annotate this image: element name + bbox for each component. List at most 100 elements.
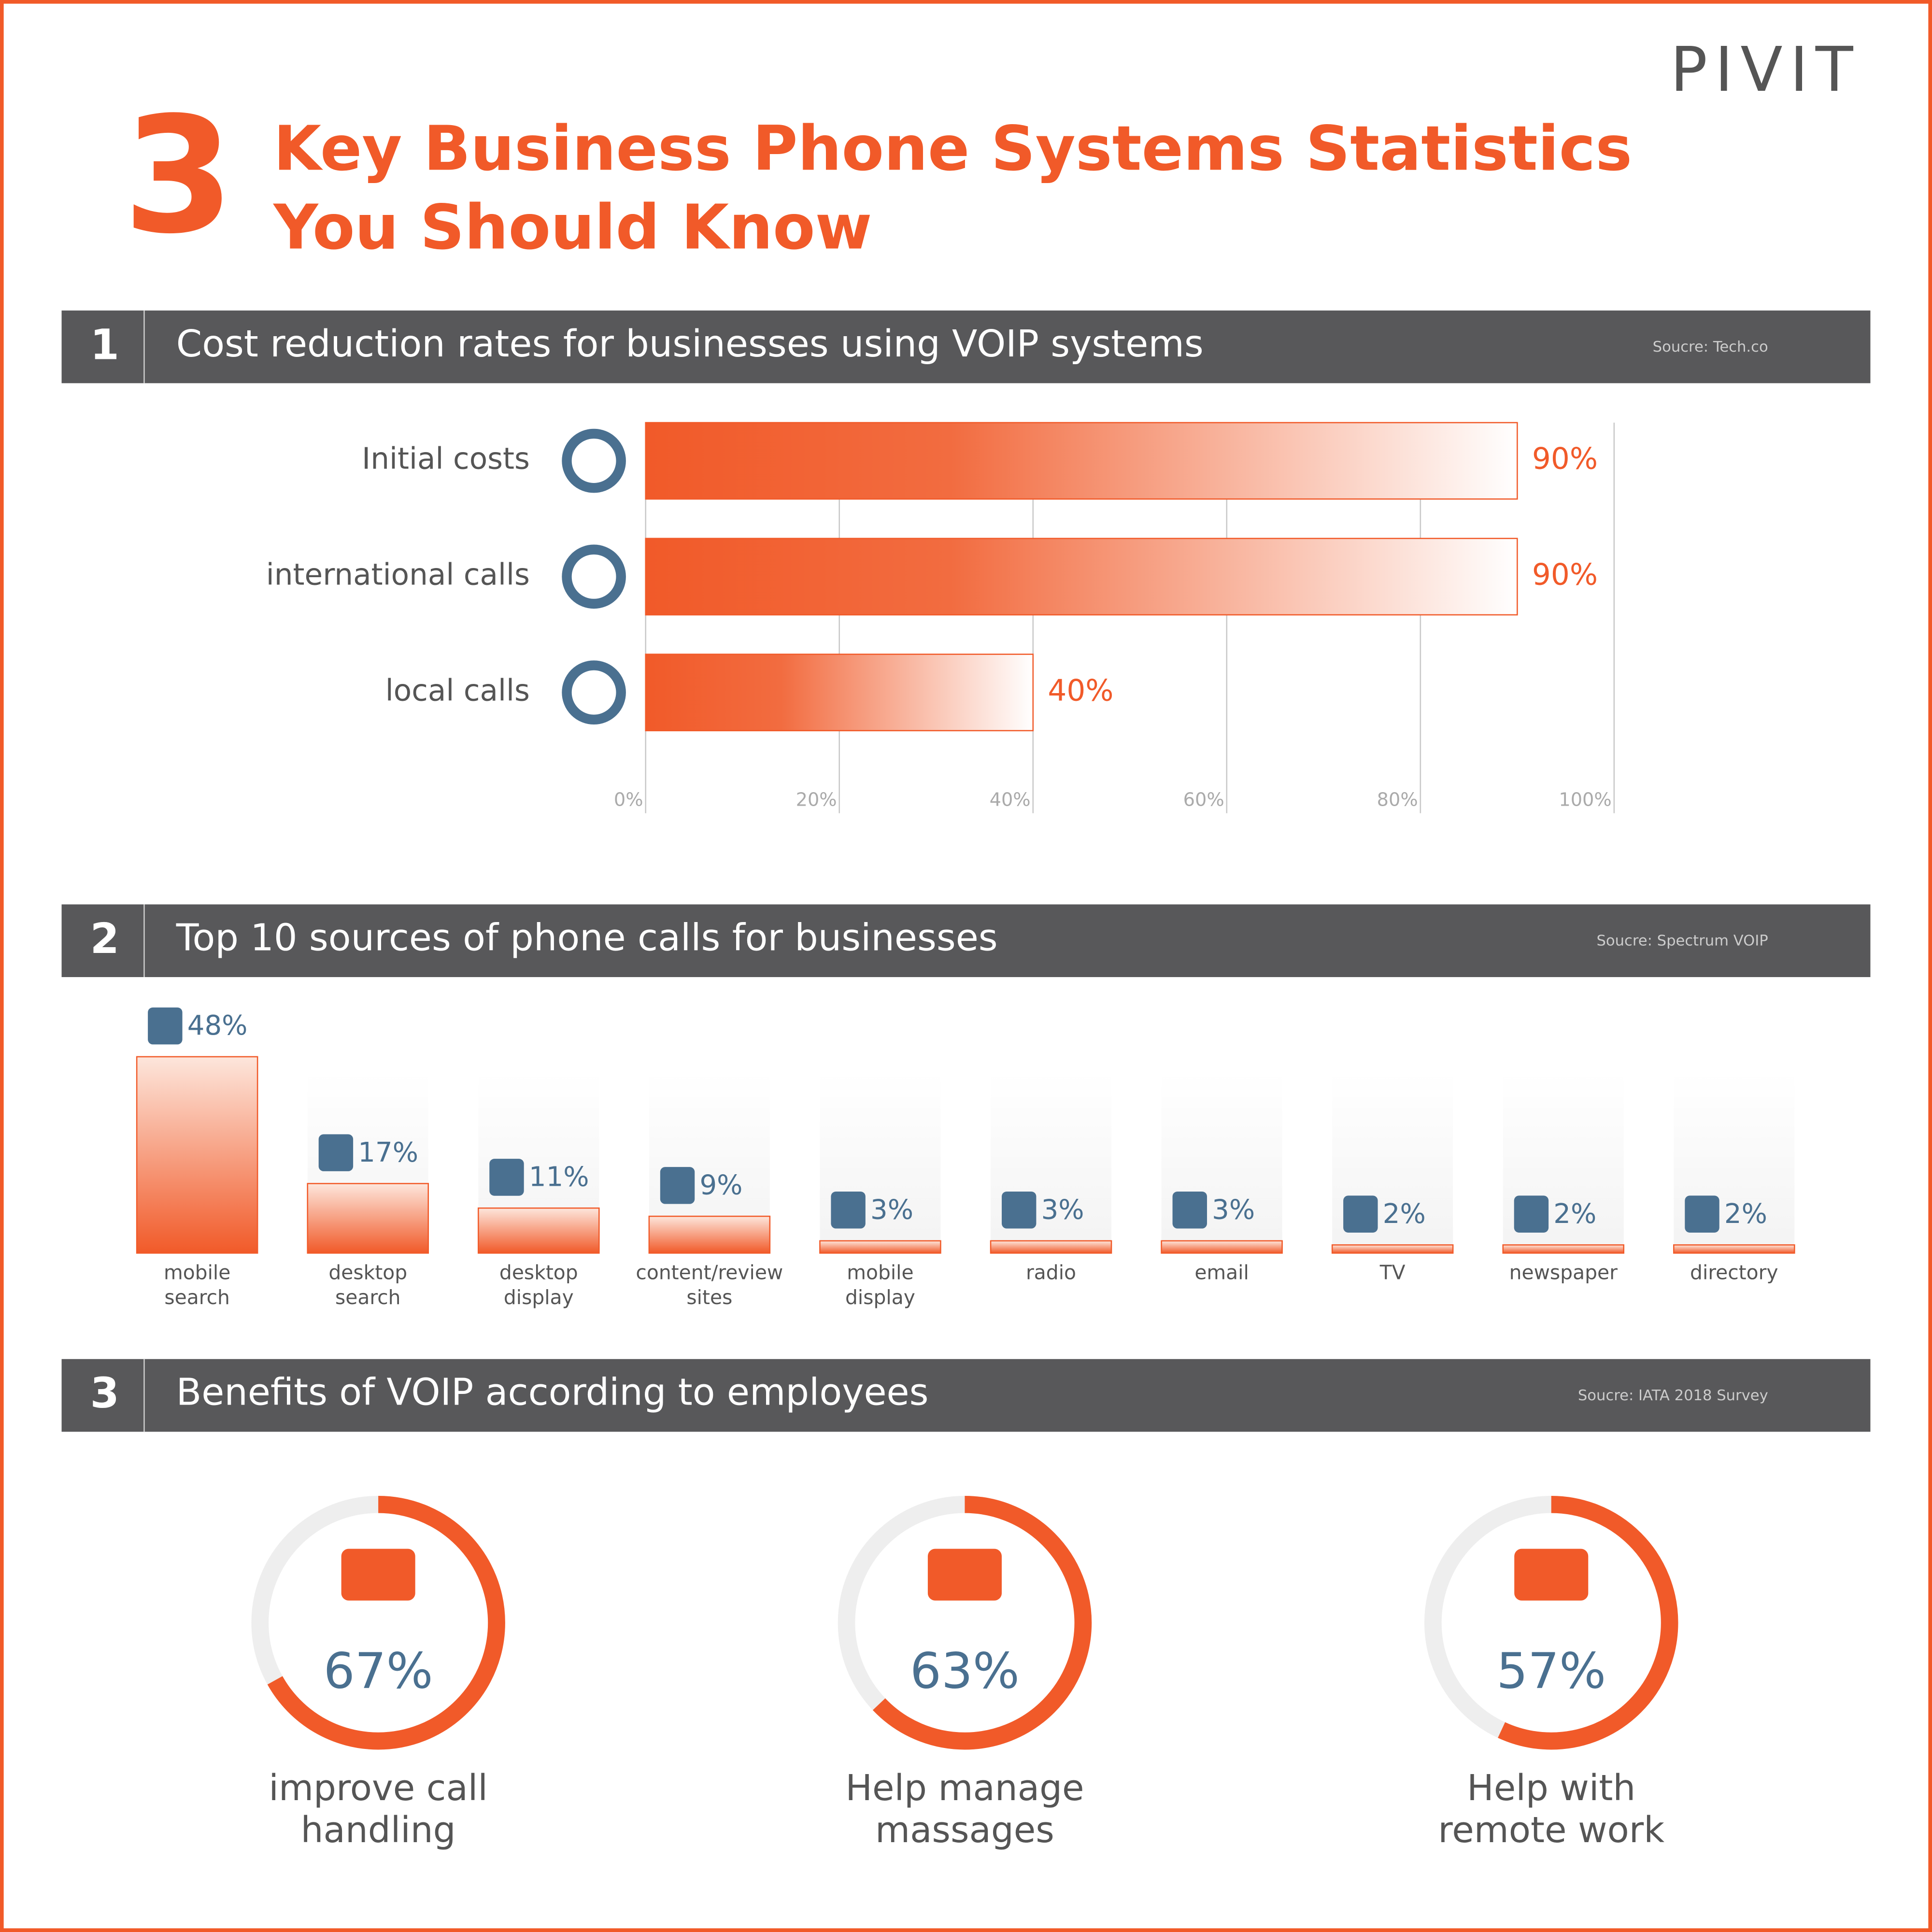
section-title: Top 10 sources of phone calls for busine…	[176, 916, 998, 959]
x-tick-label: 60%	[1183, 789, 1224, 811]
value-label: 67%	[324, 1643, 433, 1700]
donut-arc	[838, 1495, 1092, 1750]
category-line: display	[845, 1286, 915, 1309]
value-label: 2%	[1383, 1198, 1426, 1230]
logo: PIVIT	[1670, 34, 1861, 106]
category-line: search	[335, 1286, 401, 1309]
icon	[148, 1007, 183, 1045]
source: Soucre: Tech.co	[1653, 339, 1768, 355]
category-line: email	[1194, 1261, 1249, 1284]
source: Soucre: IATA 2018 Survey	[1578, 1387, 1768, 1404]
icon	[562, 660, 626, 724]
bar	[1331, 1244, 1454, 1254]
category-label: improve call	[269, 1767, 487, 1809]
value-label: 11%	[529, 1162, 589, 1193]
section-title: Benefits of VOIP according to employees	[176, 1371, 929, 1414]
value-label: 9%	[699, 1170, 742, 1201]
bar	[1673, 1244, 1795, 1254]
category-line: radio	[1026, 1261, 1076, 1284]
icon	[562, 428, 626, 493]
value-label: 3%	[1212, 1194, 1255, 1225]
source: Soucre: Spectrum VOIP	[1596, 932, 1768, 949]
category-line: search	[164, 1286, 230, 1309]
category-label: Help with	[1467, 1767, 1635, 1809]
category-label: email	[1194, 1261, 1249, 1284]
category-label: desktop search	[328, 1261, 407, 1309]
value-label: 57%	[1496, 1643, 1606, 1700]
category-line: TV	[1379, 1261, 1406, 1284]
category-label: newspaper	[1509, 1261, 1618, 1284]
category-label: TV	[1379, 1261, 1406, 1284]
category-label: massages	[875, 1809, 1054, 1851]
x-tick-label: 40%	[990, 789, 1031, 811]
bar	[645, 422, 1518, 500]
icon	[1514, 1195, 1549, 1233]
value-label: 48%	[187, 1010, 248, 1041]
x-tick-label: 80%	[1377, 789, 1418, 811]
big-number: 3	[123, 83, 235, 269]
donut-arc	[251, 1495, 505, 1750]
category-line: mobile	[847, 1261, 913, 1284]
section-number: 3	[90, 1369, 119, 1418]
icon	[660, 1167, 695, 1204]
title: Key Business Phone Systems Statistics	[273, 113, 1632, 185]
category-label: directory	[1690, 1261, 1778, 1284]
value-label: 2%	[1724, 1198, 1767, 1230]
category-label: mobile search	[164, 1261, 230, 1309]
category-line: content/review	[636, 1261, 783, 1284]
value-label: 90%	[1532, 557, 1598, 592]
icon	[1685, 1195, 1719, 1233]
category-label: radio	[1026, 1261, 1076, 1284]
category-line: mobile	[164, 1261, 230, 1284]
category-line: desktop	[499, 1261, 578, 1284]
icon	[1001, 1191, 1037, 1229]
section-header	[61, 904, 1871, 977]
section-title: Cost reduction rates for businesses usin…	[176, 323, 1204, 366]
icon	[831, 1191, 866, 1229]
category-line: newspaper	[1509, 1261, 1618, 1284]
category-label: international calls	[266, 557, 530, 592]
icon	[1343, 1195, 1378, 1233]
category-label: remote work	[1438, 1809, 1664, 1851]
value-label: 17%	[358, 1137, 418, 1168]
category-label: mobile display	[845, 1261, 915, 1309]
category-line: directory	[1690, 1261, 1778, 1284]
value-label: 63%	[910, 1643, 1020, 1700]
bar	[307, 1183, 429, 1254]
x-tick-label: 0%	[614, 789, 643, 811]
section-number: 2	[90, 914, 119, 963]
category-label: local calls	[385, 673, 530, 708]
bar	[645, 653, 1034, 732]
category-label: content/review sites	[636, 1261, 783, 1309]
x-tick-label: 20%	[796, 789, 837, 811]
value-label: 90%	[1532, 442, 1598, 476]
icon	[927, 1548, 1002, 1601]
section-header	[61, 1359, 1871, 1432]
bar	[478, 1207, 600, 1254]
bar	[136, 1056, 258, 1254]
value-label: 40%	[1048, 673, 1113, 708]
category-label: Initial costs	[362, 442, 530, 476]
section-number: 1	[90, 320, 119, 369]
bar	[648, 1215, 771, 1254]
value-label: 2%	[1553, 1198, 1596, 1230]
icon	[1514, 1548, 1589, 1601]
donut-arc	[1424, 1495, 1678, 1750]
category-line: desktop	[328, 1261, 407, 1284]
icon	[1172, 1191, 1207, 1229]
bar	[1502, 1244, 1625, 1254]
title: You Should Know	[272, 192, 872, 264]
category-label: handling	[301, 1809, 456, 1851]
section-header	[61, 310, 1871, 384]
icon	[318, 1134, 354, 1171]
category-line: display	[504, 1286, 574, 1309]
category-label: desktop display	[499, 1261, 578, 1309]
bar	[1161, 1240, 1283, 1254]
value-label: 3%	[870, 1194, 913, 1225]
category-label: Help manage	[845, 1767, 1084, 1809]
bar	[819, 1240, 941, 1254]
bar	[990, 1240, 1112, 1254]
category-line: sites	[686, 1286, 732, 1309]
icon	[489, 1159, 524, 1196]
